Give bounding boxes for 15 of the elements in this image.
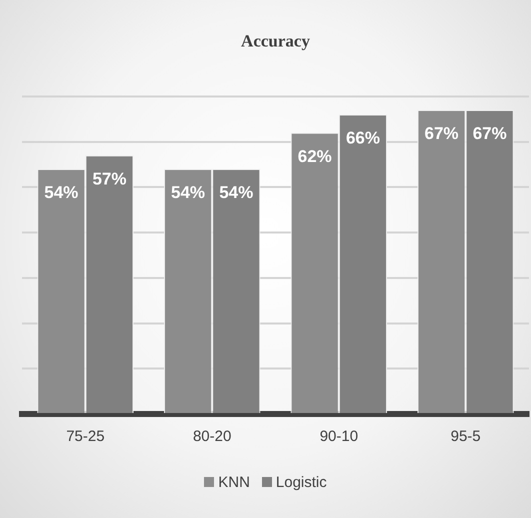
- chart-title: Accuracy: [241, 32, 310, 51]
- data-label: 54%: [219, 183, 254, 202]
- data-label: 62%: [298, 146, 332, 166]
- x-tick-label: 80-20: [192, 428, 232, 446]
- x-tick-label: 90-10: [320, 428, 358, 446]
- data-label: 54%: [44, 183, 78, 202]
- legend-label: KNN: [218, 474, 250, 491]
- data-label: 57%: [92, 170, 126, 189]
- x-tick-label: 75-25: [66, 428, 105, 446]
- x-tick-label: 95-5: [450, 428, 481, 446]
- data-label: 66%: [346, 128, 380, 148]
- legend-label: Logistic: [276, 474, 327, 491]
- data-label: 54%: [171, 183, 206, 202]
- data-label: 67%: [424, 124, 459, 144]
- data-label: 67%: [472, 124, 507, 144]
